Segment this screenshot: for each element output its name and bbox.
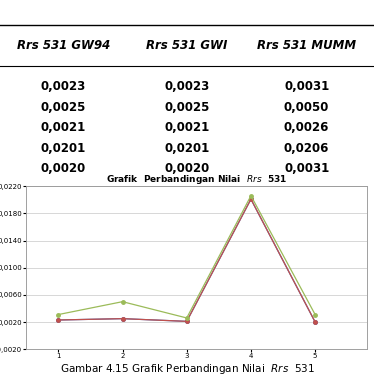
Rrs 531 MUMM — [184, 316, 189, 320]
Rrs 531 GWI — [56, 318, 61, 322]
Rrs 531 MUMM — [56, 312, 61, 317]
Text: 0,0206: 0,0206 — [284, 142, 329, 155]
Rrs 531 GWI — [184, 319, 189, 324]
Rrs 531 MUMM — [313, 312, 318, 317]
Rrs 531 GW94 — [120, 316, 125, 321]
Text: Rrs 531 GWI: Rrs 531 GWI — [146, 39, 228, 52]
Rrs 531 GW94 — [313, 320, 318, 324]
Text: 0,0025: 0,0025 — [164, 101, 210, 114]
Text: 0,0021: 0,0021 — [165, 121, 209, 134]
Line: Rrs 531 GWI: Rrs 531 GWI — [56, 197, 317, 324]
Title: Grafik  Perbandingan Nilai  $\it{Rrs}$  531: Grafik Perbandingan Nilai $\it{Rrs}$ 531 — [106, 173, 287, 186]
Text: 0,0020: 0,0020 — [165, 162, 209, 175]
Text: 0,0050: 0,0050 — [284, 101, 329, 114]
Line: Rrs 531 GW94: Rrs 531 GW94 — [56, 197, 317, 324]
Text: 0,0021: 0,0021 — [41, 121, 86, 134]
Line: Rrs 531 MUMM: Rrs 531 MUMM — [56, 194, 317, 320]
Text: 0,0025: 0,0025 — [41, 101, 86, 114]
Rrs 531 GWI — [313, 320, 318, 324]
Rrs 531 MUMM — [120, 300, 125, 304]
Text: 0,0026: 0,0026 — [284, 121, 329, 134]
Text: 0,0201: 0,0201 — [41, 142, 86, 155]
Text: 0,0031: 0,0031 — [284, 162, 329, 175]
Rrs 531 GWI — [249, 197, 253, 201]
Text: 0,0023: 0,0023 — [165, 80, 209, 93]
Rrs 531 MUMM — [249, 194, 253, 198]
Text: Rrs 531 GW94: Rrs 531 GW94 — [17, 39, 110, 52]
Text: Gambar 4.15 Grafik Perbandingan Nilai  $\it{Rrs}$  531: Gambar 4.15 Grafik Perbandingan Nilai $\… — [59, 362, 315, 376]
Text: 0,0031: 0,0031 — [284, 80, 329, 93]
Text: Rrs 531 MUMM: Rrs 531 MUMM — [257, 39, 356, 52]
Rrs 531 GW94 — [249, 197, 253, 201]
Rrs 531 GW94 — [56, 318, 61, 322]
Text: 0,0020: 0,0020 — [41, 162, 86, 175]
Rrs 531 GW94 — [184, 319, 189, 324]
Bar — [26, 186, 367, 349]
Rrs 531 GWI — [120, 316, 125, 321]
Text: 0,0023: 0,0023 — [41, 80, 86, 93]
Text: 0,0201: 0,0201 — [165, 142, 209, 155]
